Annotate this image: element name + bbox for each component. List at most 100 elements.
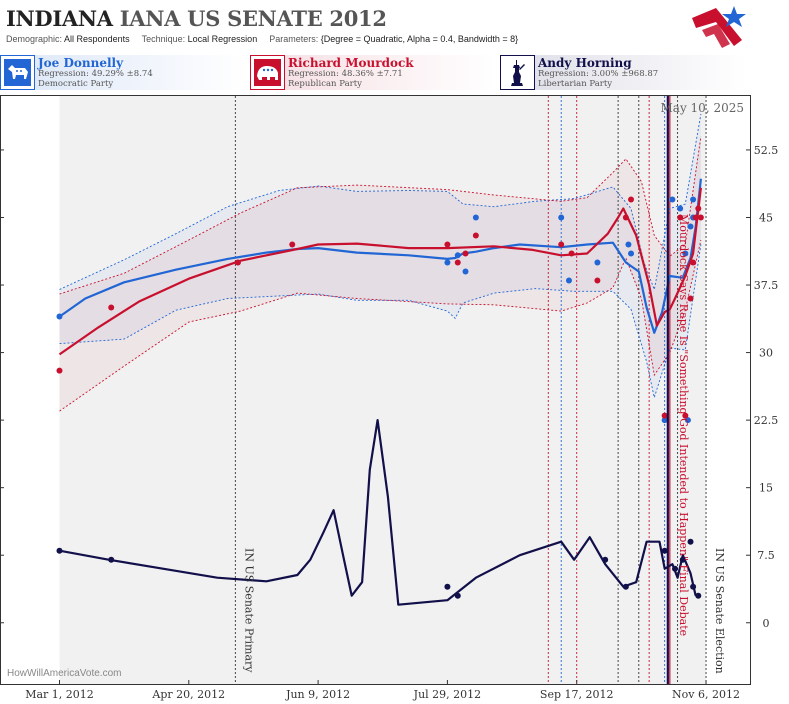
event-label: IN US Senate Election [713, 548, 726, 674]
data-point [677, 205, 684, 212]
confidence-band [59, 136, 701, 412]
data-point [669, 196, 676, 203]
data-point [690, 214, 697, 221]
data-point [628, 196, 635, 203]
data-point [687, 223, 694, 230]
data-point [462, 250, 469, 257]
event-label: IN US Senate Primary [242, 548, 255, 673]
data-point [56, 367, 63, 374]
technique-label: Technique: [141, 34, 186, 44]
demographic-label: Demographic: [6, 34, 63, 44]
candidate-card-libertarian: Andy Horning Regression: 3.00% ±968.87 L… [500, 55, 746, 90]
bound-line [59, 113, 702, 292]
star-logo-icon [692, 6, 746, 48]
candidate-bg [250, 55, 496, 90]
candidate-regression: Regression: 49.29% ±8.74 [38, 69, 153, 79]
data-point [462, 268, 469, 275]
y-tick-label: 15 [759, 482, 773, 495]
demographic-value: All Respondents [64, 34, 130, 44]
y-tick-label: 7.5 [757, 549, 775, 562]
data-point [454, 252, 461, 259]
data-point [472, 214, 479, 221]
data-point [594, 259, 601, 266]
confidence-band [59, 113, 701, 398]
bound-line [59, 244, 702, 400]
data-point [454, 259, 461, 266]
data-point [558, 241, 565, 248]
data-point [628, 250, 635, 257]
candidate-card-republican: Richard Mourdock Regression: 48.36% ±7.7… [250, 55, 496, 90]
candidate-party: Republican Party [288, 79, 362, 89]
chart-title: INDIANA IANA US SENATE 2012 [6, 6, 387, 31]
x-tick-label: Apr 20, 2012 [151, 688, 225, 701]
data-point [695, 592, 702, 599]
candidate-name: Joe Donnelly [38, 56, 124, 70]
candidate-regression: Regression: 3.00% ±968.87 [538, 69, 659, 79]
title-state: INDIANA [6, 6, 113, 31]
parameters-line: Demographic: All Respondents Technique: L… [6, 34, 518, 44]
data-point [56, 313, 63, 320]
y-tick-label: 37.5 [754, 279, 779, 292]
candidate-party: Democratic Party [38, 79, 114, 89]
shaded-range [548, 96, 577, 684]
bound-line [59, 136, 702, 295]
data-point [692, 214, 699, 221]
technique-value: Local Regression [187, 34, 258, 44]
data-point [234, 259, 241, 266]
candidate-bg [0, 55, 246, 90]
shaded-range [59, 96, 707, 684]
elephant-icon-box [250, 55, 285, 90]
bound-line [59, 239, 702, 412]
data-point [56, 547, 63, 554]
series-line [58, 187, 702, 356]
parameters-value: {Degree = Quadratic, Alpha = 0.4, Bandwi… [320, 34, 519, 44]
data-point [695, 205, 702, 212]
y-tick-label: 30 [759, 347, 773, 360]
data-point [565, 277, 572, 284]
y-tick-label: 0 [763, 617, 770, 630]
y-tick-label: 45 [759, 211, 773, 224]
data-point [690, 583, 697, 590]
candidate-name: Richard Mourdock [288, 56, 414, 70]
plot-frame [0, 95, 751, 685]
x-tick-label: Mar 1, 2012 [25, 688, 94, 701]
data-point [672, 565, 678, 572]
candidate-bg [500, 55, 746, 90]
data-point [682, 412, 689, 419]
data-point [568, 250, 575, 257]
data-point [602, 556, 609, 563]
data-point [454, 592, 461, 599]
series-line [59, 419, 697, 606]
series-line [58, 178, 702, 334]
data-point [594, 277, 601, 284]
x-tick-label: Nov 6, 2012 [672, 688, 740, 701]
data-point [687, 295, 694, 302]
data-point [690, 259, 697, 266]
y-tick-label: 22.5 [754, 414, 779, 427]
data-point [622, 583, 629, 590]
x-tick-label: Sep 17, 2012 [540, 688, 614, 701]
donkey-icon [4, 59, 31, 86]
statue-of-liberty-icon [511, 60, 525, 86]
data-point [558, 214, 565, 221]
data-point [444, 583, 451, 590]
x-tick-label: Jul 29, 2012 [413, 688, 482, 701]
data-point [444, 259, 451, 266]
y-tick-label: 52.5 [754, 144, 779, 157]
statue-of-liberty-icon-box [500, 55, 535, 90]
data-point [622, 214, 629, 221]
data-point [289, 241, 296, 248]
data-point [661, 547, 668, 554]
data-point [697, 214, 704, 221]
data-point [677, 214, 684, 221]
candidate-party: Libertarian Party [538, 79, 613, 89]
parameters-label: Parameters: [269, 34, 319, 44]
candidate-card-democrat: Joe Donnelly Regression: 49.29% ±8.74 De… [0, 55, 246, 90]
data-point [108, 556, 115, 563]
data-point [661, 417, 668, 424]
data-point [682, 250, 689, 257]
site-credit: HowWillAmericaVote.com [7, 668, 122, 679]
data-point [472, 232, 479, 239]
data-point [679, 556, 686, 563]
